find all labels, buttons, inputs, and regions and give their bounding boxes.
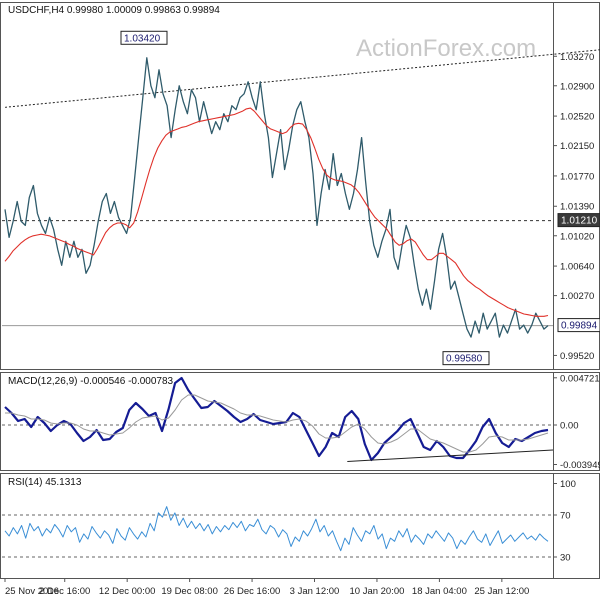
high-label-text: 1.03420	[124, 33, 161, 44]
level-label-box	[557, 213, 600, 228]
rsi-axis-tick-label: 70	[560, 511, 571, 522]
watermark: ActionForex.com	[356, 35, 536, 62]
rsi-frame	[0, 473, 600, 579]
price-axis-tick-label: 1.02520	[560, 112, 594, 123]
price-series-line	[4, 57, 549, 338]
low-label-box	[442, 351, 490, 366]
price-axis-tick-label: 1.02900	[560, 81, 594, 92]
macd-panel: 0.004721 0.00 -0.003949 MACD(12,26,9) -0.00…	[0, 372, 600, 471]
macd-trendline	[347, 449, 554, 462]
x-tick-label: 25 Jan 12:00	[474, 586, 529, 597]
price-axis-tick-label: 1.02150	[560, 141, 594, 152]
price-series-line	[4, 107, 549, 317]
low-label-text: 0.99580	[446, 354, 483, 365]
macd-axis-tick-label: -0.003949	[560, 460, 600, 471]
price-axis-tick-label: 1.01770	[560, 171, 594, 182]
x-tick-label: 19 Dec 08:00	[161, 586, 218, 597]
x-tick-label: 10 Jan 20:00	[349, 586, 404, 597]
rsi-panel: 100 70 30 RSI(14) 45.1313	[0, 473, 600, 579]
price-axis-tick-label: 1.01390	[560, 202, 594, 213]
level-label-text: 1.01210	[561, 216, 598, 227]
high-label-box	[120, 30, 168, 45]
price-axis-tick-label: 1.00640	[560, 262, 594, 273]
price-axis-tick-label: 1.03270	[560, 52, 594, 63]
dotted-trendline	[4, 49, 600, 108]
price-axis-tick-label: 1.01020	[560, 231, 594, 242]
x-tick-label: 18 Jan 04:00	[412, 586, 467, 597]
rsi-axis-tick-label: 30	[560, 553, 571, 564]
x-tick-label: 3 Jan 12:00	[290, 586, 340, 597]
price-header: USDCHF,H4 0.99980 1.00009 0.99863 0.9989…	[8, 5, 220, 16]
price-axis-tick-label: 1.00270	[560, 291, 594, 302]
macd-frame	[0, 372, 600, 471]
macd-axis-tick-label: 0.00	[560, 421, 579, 432]
rsi-header: RSI(14) 45.1313	[8, 477, 82, 488]
last-label-box	[557, 318, 600, 333]
last-label-text: 0.99894	[561, 321, 598, 332]
macd-header: MACD(12,26,9) -0.000546 -0.000783	[8, 376, 174, 387]
x-tick-label: 26 Dec 16:00	[224, 586, 281, 597]
x-tick-label: 12 Dec 00:00	[99, 586, 156, 597]
x-tick-label: 2 Dec 16:00	[39, 586, 90, 597]
macd-axis-tick-label: 0.004721	[560, 373, 600, 384]
rsi-axis-tick-label: 100	[560, 479, 576, 490]
macd-series-line	[5, 394, 549, 453]
macd-series-line	[4, 376, 549, 462]
price-panel: ActionForex.com 1.03270 1.02900 1.02520 1.02…	[0, 2, 600, 370]
rsi-series-line	[4, 506, 549, 552]
price-axis-tick-label: 0.99520	[560, 351, 594, 362]
x-tick-label: 25 Nov 2016	[5, 586, 59, 597]
